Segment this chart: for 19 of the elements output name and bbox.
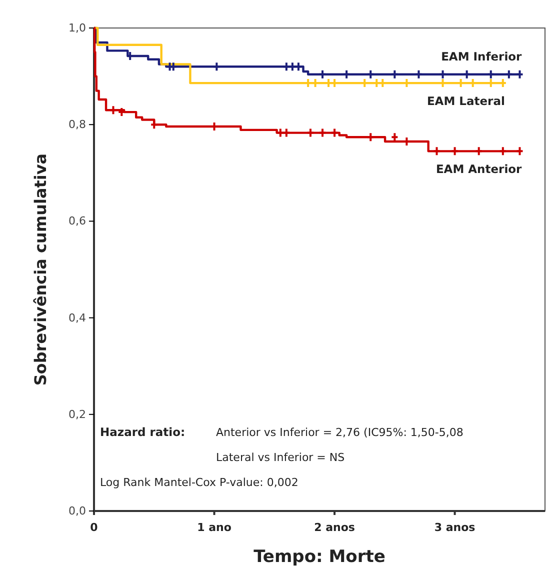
- x-axis-title: Tempo: Morte: [254, 547, 386, 566]
- x-tick-label: 0: [90, 521, 98, 534]
- x-tick-label: 1 ano: [197, 521, 232, 534]
- series-label: EAM Anterior: [436, 162, 522, 176]
- annotation: Lateral vs Inferior = NS: [216, 451, 345, 464]
- y-tick-label: 1,0: [68, 22, 86, 35]
- x-tick-label: 2 anos: [314, 521, 356, 534]
- annotation: Hazard ratio:: [100, 425, 186, 439]
- y-tick-label: 0,4: [68, 311, 86, 324]
- x-tick-label: 3 anos: [434, 521, 476, 534]
- y-tick-label: 0,0: [68, 504, 86, 518]
- y-tick-label: 0,2: [68, 408, 86, 421]
- y-axis-title: Sobrevivência cumulativa: [31, 153, 50, 386]
- y-tick-label: 0,6: [68, 214, 86, 228]
- series-label: EAM Lateral: [426, 94, 505, 108]
- annotation: Anterior vs Inferior = 2,76 (IC95%: 1,50-5,08: [216, 426, 464, 439]
- y-tick-label: 0,8: [68, 118, 86, 132]
- annotation: Log Rank Mantel-Cox P-value: 0,002: [100, 476, 298, 489]
- series-label: EAM Inferior: [441, 49, 522, 64]
